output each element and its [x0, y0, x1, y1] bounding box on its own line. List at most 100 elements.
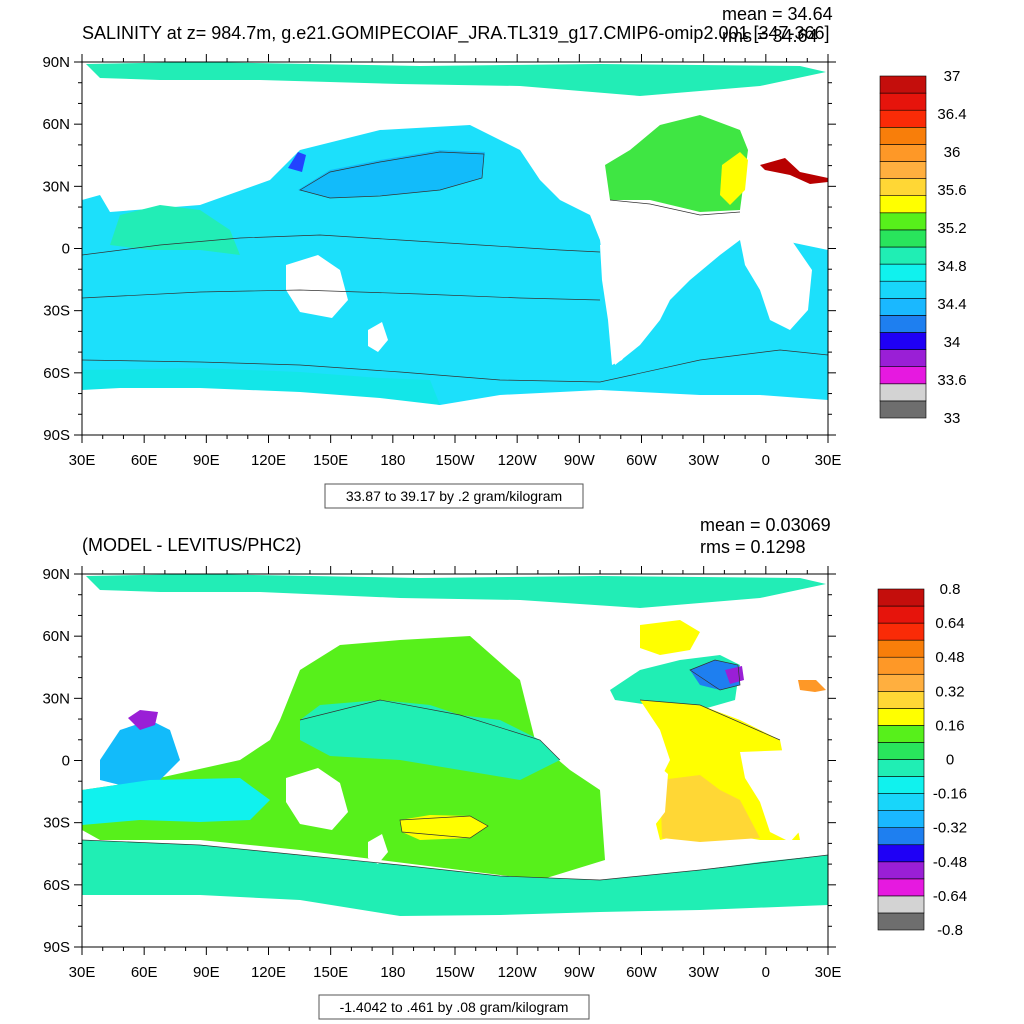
contour-line — [609, 199, 741, 216]
colorbar-swatch — [877, 656, 925, 675]
contour-info-box — [318, 994, 590, 1020]
contour-line — [299, 699, 561, 761]
colorbar-label: 0.64 — [935, 615, 964, 632]
x-tick-label: 150W — [435, 452, 475, 469]
colorbar-label: 34 — [944, 334, 961, 351]
colorbar-swatch — [877, 759, 925, 777]
colorbar-label: 35.2 — [937, 220, 966, 237]
x-tick-labels: 30E 60E 90E 120E 150E 180 150W 120W 90W 60W 30W 0 30… — [69, 452, 842, 469]
stat-rms: rms = 34.64 — [722, 26, 818, 46]
colorbar-swatch — [879, 246, 927, 265]
colorbar-swatch — [879, 349, 927, 368]
x-tick-label: 120E — [251, 964, 286, 981]
pacific-cyan-pool — [300, 700, 560, 780]
y-tick-label: 60S — [43, 365, 70, 382]
colorbar-label: 37 — [944, 68, 961, 85]
y-tick-label: 90N — [42, 54, 70, 71]
arabian-purple — [128, 710, 158, 730]
colorbar-label: 0.8 — [940, 581, 961, 598]
colorbar-swatch — [877, 844, 925, 863]
x-tick-label: 60W — [626, 452, 658, 469]
indian-west-blue — [100, 720, 180, 785]
land-australia — [286, 768, 348, 830]
okhotsk — [288, 152, 306, 172]
colorbar-swatch — [879, 195, 927, 214]
x-tick-label: 150W — [435, 964, 475, 981]
x-tick-label: 0 — [762, 452, 770, 469]
land-africa — [740, 750, 812, 842]
colorbar-swatch — [879, 366, 927, 385]
panel-title: (MODEL - LEVITUS/PHC2) — [82, 535, 301, 555]
x-tick-label: 30E — [69, 964, 96, 981]
labrador-yellow — [640, 620, 700, 655]
colorbar-swatch — [877, 793, 925, 811]
x-tick-label: 180 — [380, 452, 405, 469]
colorbar-swatch — [879, 92, 927, 111]
colorbar-swatch — [879, 229, 927, 248]
contour-line — [81, 349, 829, 383]
x-tick-label: 150E — [313, 964, 348, 981]
colorbar-label: -0.32 — [933, 820, 967, 837]
colorbar-swatch — [877, 639, 925, 658]
stat-rms: rms = 0.1298 — [700, 537, 806, 557]
colorbar-swatch — [877, 912, 925, 931]
x-tick-label: 30E — [815, 452, 842, 469]
colorbar-swatch — [877, 742, 925, 760]
land-australia — [286, 255, 348, 318]
colorbar-swatch — [877, 878, 925, 897]
x-tick-label: 90W — [564, 452, 596, 469]
y-tick-label: 90N — [42, 566, 70, 583]
land-south-america — [600, 238, 668, 365]
atlantic-yellow — [720, 152, 748, 205]
med-orange — [798, 680, 826, 692]
colorbar-swatch — [879, 75, 927, 94]
colorbar-label: -0.8 — [937, 922, 963, 939]
salinity-panel: SALINITY at z= 984.7m, g.e21.GOMIPECOIAF… — [42, 4, 967, 509]
ocean-arctic — [86, 62, 826, 96]
colorbar-swatch — [877, 690, 925, 709]
colorbar-label: 0 — [946, 752, 954, 769]
colorbar-swatch — [879, 332, 927, 350]
colorbar-swatch — [877, 673, 925, 692]
land-africa — [740, 238, 812, 330]
contour-line — [399, 815, 489, 839]
colorbar-swatch — [879, 212, 927, 231]
contour-info: 33.87 to 39.17 by .2 gram/kilogram — [346, 488, 562, 504]
colorbar: -0.8 -0.64 -0.48 -0.32 -0.16 0 0.16 0.32 0.48 0.6… — [877, 581, 967, 939]
y-tick-label: 30S — [43, 303, 70, 320]
colorbar-swatch — [879, 178, 927, 197]
contour-line — [299, 151, 485, 199]
x-tick-label: 150E — [313, 452, 348, 469]
contour-info-box — [324, 483, 584, 509]
x-tick-label: 120E — [251, 452, 286, 469]
colorbar-swatch — [879, 127, 927, 145]
y-tick-label: 30N — [42, 690, 70, 707]
colorbar-label: 36.4 — [937, 106, 966, 123]
contour-line — [81, 839, 829, 881]
x-tick-label: 0 — [762, 964, 770, 981]
colorbar-label: 0.48 — [935, 649, 964, 666]
x-tick-label: 90W — [564, 964, 596, 981]
x-tick-label: 30W — [688, 452, 720, 469]
colorbar-swatch — [877, 725, 925, 743]
x-tick-label: 120W — [498, 452, 538, 469]
colorbar-swatch — [879, 383, 927, 402]
land-nz — [368, 322, 388, 352]
y-tick-label: 90S — [43, 939, 70, 956]
colorbar-swatch — [879, 144, 927, 162]
x-tick-label: 90E — [193, 452, 220, 469]
atlantic-orange — [660, 775, 760, 842]
colorbar-label: 33 — [944, 410, 961, 427]
colorbar-swatch — [879, 297, 927, 316]
colorbar-swatch — [877, 605, 925, 624]
colorbar-swatch — [879, 400, 927, 419]
colorbar-swatch — [877, 776, 925, 794]
difference-panel: (MODEL - LEVITUS/PHC2) mean = 0.03069 rm… — [42, 515, 967, 1020]
land-south-america — [600, 750, 668, 878]
stat-mean: mean = 0.03069 — [700, 515, 831, 535]
indian-cyan — [82, 778, 270, 825]
colorbar-label: -0.48 — [933, 854, 967, 871]
y-tick-labels: 90N 60N 30N 0 30S 60S 90S — [42, 566, 70, 956]
x-tick-label: 60E — [131, 964, 158, 981]
contour-info: -1.4042 to .461 by .08 gram/kilogram — [340, 999, 569, 1015]
